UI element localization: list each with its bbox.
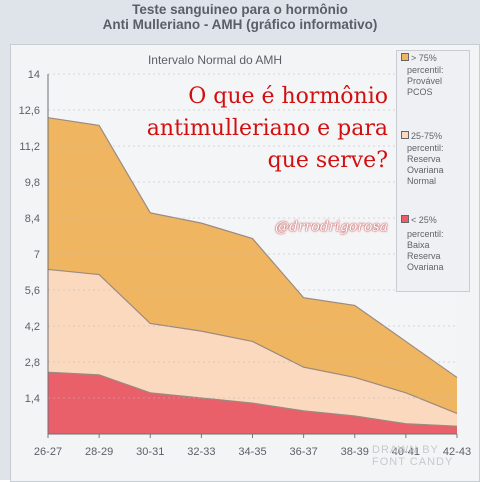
series-line-2 (47, 268, 458, 414)
x-tick-label: 26-27 (34, 446, 62, 458)
y-tick-label: 9,8 (25, 177, 40, 189)
y-tick-label: 12,6 (19, 105, 40, 117)
x-tick-label: 32-33 (187, 446, 215, 458)
chart-title-line1: Teste sanguineo para o hormônio (132, 2, 348, 17)
watermark: DRAWN BY FONT CANDY (372, 444, 453, 468)
legend-head-low: < 25% (411, 215, 437, 225)
legend-swatch-normal (401, 131, 409, 139)
legend-line: Ovariana (407, 165, 444, 175)
legend-text-normal: percentil: Reserva Ovariana Normal (407, 143, 471, 187)
legend-swatch-high (401, 53, 409, 61)
x-tick-label: 38-39 (341, 446, 369, 458)
legend-line: percentil: (407, 229, 444, 239)
legend-item-normal: 25-75% (401, 131, 442, 141)
x-tick-label: 34-35 (238, 446, 266, 458)
y-tick-label: 8,4 (25, 213, 40, 225)
x-tick-label: 36-37 (290, 446, 318, 458)
watermark-line2: FONT CANDY (372, 456, 454, 468)
legend-line: PCOS (407, 87, 433, 97)
x-tick-label: 42-43 (443, 446, 471, 458)
legend-text-high: percentil: Provável PCOS (407, 65, 471, 98)
instagram-handle: @drrodrigorosa (275, 219, 388, 235)
legend-head-normal: 25-75% (411, 131, 443, 141)
series-line-3 (47, 117, 458, 378)
y-tick-label: 11,2 (19, 141, 40, 153)
overlay-question-line2: antimulleriano e para (146, 116, 388, 141)
legend-text-low: percentil: Baixa Reserva Ovariana (407, 229, 471, 273)
x-tick-label: 28-29 (85, 446, 113, 458)
legend-item-low: < 25% (401, 215, 437, 225)
x-tick-label: 40-41 (392, 446, 420, 458)
legend-line: Reserva (407, 154, 441, 164)
x-tick-label: 30-31 (136, 446, 164, 458)
legend-line: percentil: (407, 143, 444, 153)
legend-line: Reserva (407, 251, 441, 261)
chart-inner-title: Intervalo Normal do AMH (148, 53, 282, 67)
y-tick-label: 7 (34, 249, 40, 261)
legend-line: Baixa (407, 240, 430, 250)
y-tick-label: 4,2 (25, 321, 40, 333)
legend-item-high: > 75% (401, 53, 437, 63)
y-tick-label: 14 (28, 69, 40, 81)
y-tick-label: 5,6 (25, 285, 40, 297)
legend-swatch-low (401, 215, 409, 223)
legend-line: Normal (407, 176, 437, 186)
chart-title-line2: Anti Mulleriano - AMH (gráfico informati… (102, 17, 378, 32)
legend-line: Ovariana (407, 262, 444, 272)
watermark-line1: DRAWN BY (372, 444, 439, 456)
y-tick-label: 2,8 (25, 357, 40, 369)
legend-line: Provável (407, 76, 443, 86)
y-tick-label: 1,4 (25, 393, 40, 405)
legend-head-high: > 75% (411, 53, 437, 63)
legend: > 75% percentil: Provável PCOS 25-75% pe… (396, 50, 470, 292)
legend-line: percentil: (407, 65, 444, 75)
overlay-question-line3: que serve? (267, 148, 388, 173)
series-line-1 (47, 371, 458, 427)
overlay-question-line1: O que é hormônio (188, 84, 388, 109)
